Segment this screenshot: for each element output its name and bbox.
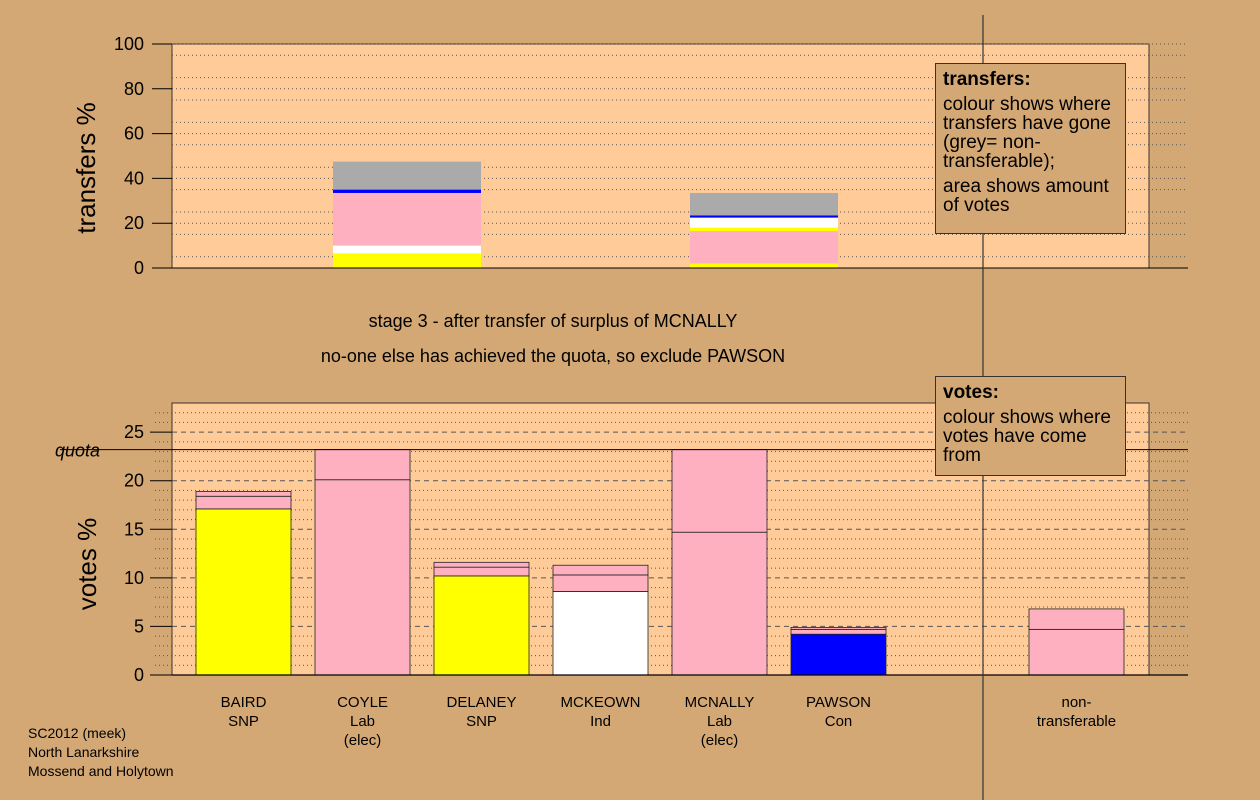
- stage-message: stage 3 - after transfer of surplus of M…: [369, 311, 738, 331]
- vote-bar-segment: [314, 479, 411, 676]
- footer-info: SC2012 (meek) North Lanarkshire Mossend …: [28, 724, 174, 781]
- transfer-bar-segment: [333, 253, 481, 268]
- transfer-bar-segment: [690, 231, 838, 264]
- vote-bar-segment: [671, 449, 768, 533]
- transfer-bar-segment: [333, 161, 481, 190]
- candidate-name-label: COYLE: [337, 694, 388, 711]
- vote-bar-segment: [790, 633, 887, 676]
- candidate-name-label: MCKEOWN: [561, 694, 641, 711]
- transfer-bar-segment: [333, 245, 481, 254]
- votes-legend-text: colour shows where votes have come from: [943, 407, 1111, 466]
- transfer-bar-segment: [333, 192, 481, 246]
- vote-bar-segment: [552, 574, 649, 592]
- transfers-legend-text-area: area shows amount of votes: [943, 176, 1109, 216]
- votes-tick-label: 15: [124, 519, 144, 539]
- votes-tick-label: 0: [134, 665, 144, 685]
- candidate-name-label: MCNALLY: [685, 694, 755, 711]
- transfers-legend-text-colour: colour shows where transfers have gone (…: [943, 94, 1111, 172]
- candidate-party-label: Lab: [350, 713, 375, 730]
- candidate-note-label: (elec): [701, 732, 739, 749]
- vote-bar-segment: [314, 449, 411, 481]
- action-message: no-one else has achieved the quota, so e…: [321, 346, 785, 366]
- vote-bar-segment: [552, 591, 649, 676]
- nontransferable-label: non-: [1061, 694, 1091, 711]
- transfer-bar-segment: [690, 192, 838, 216]
- footer-ward: Mossend and Holytown: [28, 763, 174, 779]
- votes-axis-title: votes %: [72, 518, 102, 611]
- vote-bar-segment: [433, 566, 530, 577]
- votes-legend-heading: votes:: [943, 382, 999, 403]
- candidate-party-label: Ind: [590, 713, 611, 730]
- footer-council: North Lanarkshire: [28, 744, 140, 760]
- transfers-tick-label: 40: [124, 168, 144, 188]
- transfers-legend-heading: transfers:: [943, 69, 1031, 90]
- candidate-party-label: SNP: [466, 713, 497, 730]
- transfers-tick-label: 60: [124, 124, 144, 144]
- transfers-tick-label: 0: [134, 258, 144, 278]
- votes-tick-label: 25: [124, 422, 144, 442]
- transfer-bar-segment: [690, 215, 838, 218]
- footer-election: SC2012 (meek): [28, 725, 127, 741]
- vote-bar-segment: [790, 627, 887, 630]
- vote-bar-segment: [552, 564, 649, 576]
- vote-bar-segment: [1028, 608, 1125, 630]
- vote-bar-segment: [195, 508, 292, 676]
- votes-legend: votes: colour shows where votes have com…: [935, 376, 1126, 476]
- transfers-legend: transfers: colour shows where transfers …: [935, 63, 1126, 234]
- vote-bar-segment: [195, 495, 292, 510]
- vote-bar-segment: [195, 490, 292, 497]
- transfers-tick-label: 100: [114, 34, 144, 54]
- candidate-note-label: (elec): [344, 732, 382, 749]
- votes-tick-label: 20: [124, 471, 144, 491]
- transfers-axis-title: transfers %: [71, 102, 101, 234]
- transfers-tick-label: 20: [124, 213, 144, 233]
- nontransferable-label: transferable: [1037, 713, 1116, 730]
- transfers-tick-label: 80: [124, 79, 144, 99]
- candidate-party-label: Con: [825, 713, 853, 730]
- transfer-bar-segment: [333, 189, 481, 193]
- candidate-name-label: PAWSON: [806, 694, 871, 711]
- vote-bar-segment: [433, 561, 530, 568]
- quota-label: quota: [55, 441, 100, 461]
- transfer-bar-segment: [690, 263, 838, 268]
- vote-bar-segment: [433, 575, 530, 676]
- vote-bar-segment: [790, 628, 887, 635]
- transfer-bar-segment: [690, 227, 838, 232]
- votes-tick-label: 10: [124, 568, 144, 588]
- candidate-name-label: DELANEY: [446, 694, 516, 711]
- candidate-party-label: SNP: [228, 713, 259, 730]
- votes-tick-label: 5: [134, 616, 144, 636]
- vote-bar-segment: [1028, 628, 1125, 676]
- vote-bar-segment: [671, 531, 768, 676]
- transfer-bar-segment: [690, 217, 838, 228]
- candidate-party-label: Lab: [707, 713, 732, 730]
- candidate-name-label: BAIRD: [221, 694, 267, 711]
